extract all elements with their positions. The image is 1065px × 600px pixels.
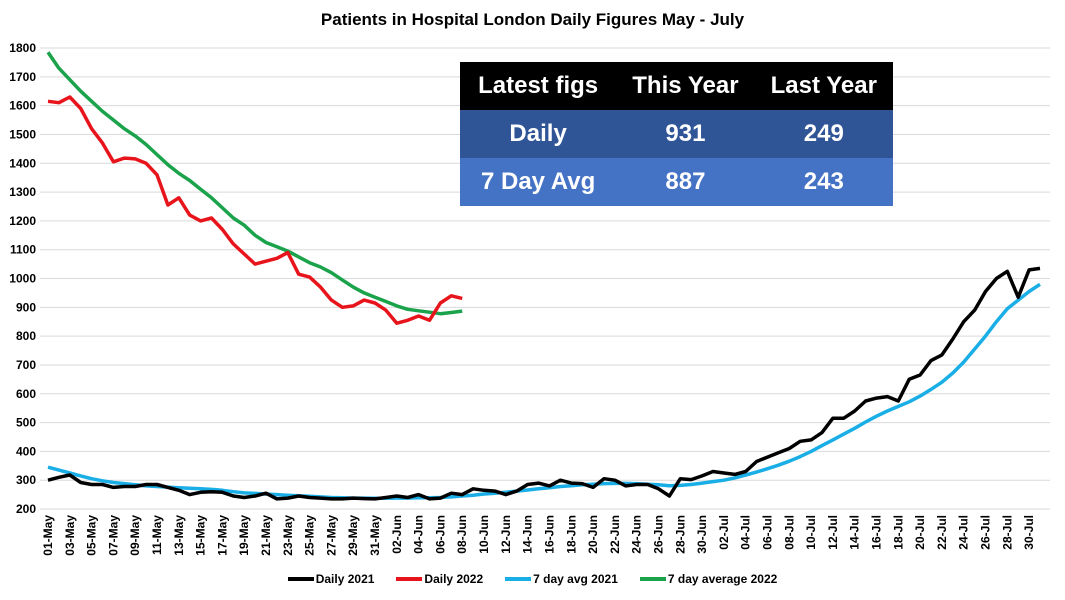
x-tick-label: 18-Jun (564, 515, 578, 554)
legend-label: Daily 2021 (315, 572, 375, 586)
x-tick-label: 14-Jul (848, 515, 862, 550)
x-tick-label: 26-Jun (651, 515, 665, 554)
x-tick-label: 16-Jun (542, 515, 556, 554)
x-tick-label: 21-May (259, 515, 273, 556)
table-cell: 243 (754, 158, 893, 206)
x-tick-label: 28-Jul (1000, 515, 1014, 550)
y-tick-label: 800 (16, 329, 36, 343)
x-tick-label: 30-Jun (695, 515, 709, 554)
latest-figures-table: Latest figs This Year Last Year Daily 93… (460, 62, 893, 206)
table-header: This Year (616, 62, 755, 110)
x-tick-label: 10-Jul (804, 515, 818, 550)
y-tick-label: 1300 (9, 185, 36, 199)
legend-label: Daily 2022 (424, 572, 484, 586)
x-tick-label: 06-Jun (433, 515, 447, 554)
table-cell: Daily (460, 110, 617, 158)
x-tick-label: 23-May (281, 515, 295, 556)
x-tick-label: 16-Jul (869, 515, 883, 550)
y-tick-label: 1200 (9, 214, 36, 228)
x-tick-label: 28-Jun (673, 515, 687, 554)
x-tick-label: 30-Jul (1022, 515, 1036, 550)
legend-item: Daily 2022 (396, 572, 483, 586)
table-row: Daily 931 249 (460, 110, 893, 158)
series-line-daily-2022 (47, 95, 463, 325)
x-tick-label: 08-Jun (455, 515, 469, 554)
x-tick-label: 14-Jun (521, 515, 535, 554)
y-tick-label: 400 (16, 444, 36, 458)
y-tick-label: 1500 (9, 127, 36, 141)
y-tick-label: 300 (16, 473, 36, 487)
legend: Daily 2021 Daily 2022 7 day avg 2021 7 d… (0, 572, 1065, 586)
legend-item: Daily 2021 (287, 572, 375, 586)
table-cell: 887 (616, 158, 755, 206)
x-tick-label: 27-May (324, 515, 338, 556)
y-tick-label: 500 (16, 416, 36, 430)
x-tick-label: 26-Jul (978, 515, 992, 550)
x-tick-label: 20-Jun (586, 515, 600, 554)
y-tick-label: 1600 (9, 99, 36, 113)
table-header: Latest figs (460, 62, 617, 110)
table-row: 7 Day Avg 887 243 (460, 158, 893, 206)
x-tick-label: 12-Jun (499, 515, 513, 554)
y-tick-label: 1800 (9, 41, 36, 55)
x-tick-label: 02-Jun (390, 515, 404, 554)
legend-label: 7 day average 2022 (667, 572, 778, 586)
x-tick-label: 17-May (215, 515, 229, 556)
y-tick-label: 600 (16, 387, 36, 401)
series-line-daily-2021 (47, 266, 1041, 501)
y-tick-label: 700 (16, 358, 36, 372)
chart-title: Patients in Hospital London Daily Figure… (320, 10, 745, 29)
x-tick-label: 13-May (172, 515, 186, 556)
x-tick-label: 29-May (346, 515, 360, 556)
legend-item: 7 day average 2022 (639, 572, 778, 586)
table-cell: 7 Day Avg (460, 158, 617, 206)
x-tick-label: 24-Jul (957, 515, 971, 550)
x-tick-label: 08-Jul (782, 515, 796, 550)
table-header: Last Year (754, 62, 893, 110)
x-tick-label: 12-Jul (826, 515, 840, 550)
legend-swatch (639, 577, 666, 581)
x-tick-label: 09-May (128, 515, 142, 556)
x-tick-label: 10-Jun (477, 515, 491, 554)
y-tick-label: 1700 (9, 70, 36, 84)
legend-item: 7 day avg 2021 (505, 572, 618, 586)
x-tick-label: 05-May (85, 515, 99, 556)
y-tick-label: 900 (16, 300, 36, 314)
x-tick-label: 01-May (41, 515, 55, 556)
x-tick-label: 22-Jul (935, 515, 949, 550)
y-tick-label: 1400 (9, 156, 36, 170)
x-tick-label: 22-Jun (608, 515, 622, 554)
y-tick-label: 1000 (9, 272, 36, 286)
x-tick-label: 25-May (303, 515, 317, 556)
series-line-7-day-average-2022 (46, 51, 463, 316)
x-tick-label: 11-May (150, 515, 164, 555)
legend-swatch (287, 577, 314, 581)
x-tick-label: 07-May (106, 515, 120, 556)
x-tick-label: 18-Jul (891, 515, 905, 550)
legend-swatch (396, 577, 423, 581)
series-line-7-day-avg-2021 (47, 282, 1041, 501)
x-tick-label: 02-Jul (717, 515, 731, 550)
x-tick-label: 04-Jun (412, 515, 426, 554)
x-tick-label: 24-Jun (630, 515, 644, 554)
x-tick-label: 03-May (63, 515, 77, 556)
x-tick-label: 04-Jul (739, 515, 753, 550)
x-tick-label: 15-May (194, 515, 208, 556)
legend-swatch (505, 577, 532, 581)
x-tick-label: 20-Jul (913, 515, 927, 550)
legend-label: 7 day avg 2021 (533, 572, 618, 586)
table-cell: 249 (754, 110, 893, 158)
x-tick-label: 06-Jul (760, 515, 774, 550)
x-tick-label: 31-May (368, 515, 382, 556)
x-tick-label: 19-May (237, 515, 251, 556)
y-tick-label: 1100 (10, 243, 36, 257)
table-cell: 931 (616, 110, 755, 158)
table-header-row: Latest figs This Year Last Year (460, 62, 893, 110)
y-tick-label: 200 (16, 502, 36, 516)
